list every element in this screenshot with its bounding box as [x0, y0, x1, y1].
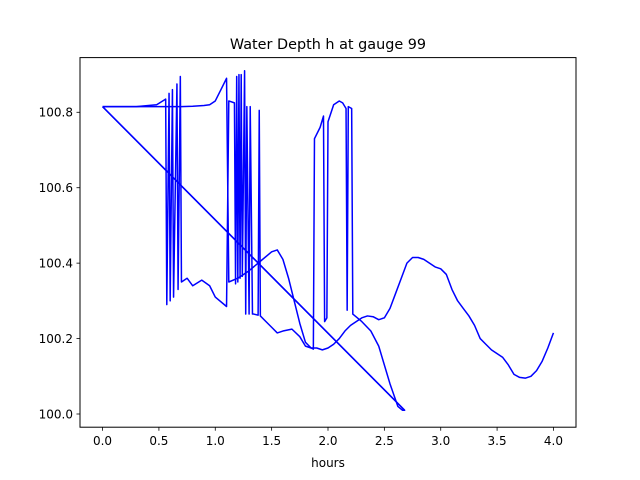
x-axis-ticks: 0.0 0.5 1.0 1.5 2.0 2.5 3.0 3.5 4.0 [93, 427, 563, 448]
x-tick-label: 1.5 [262, 434, 281, 448]
y-tick-label: 100.8 [39, 106, 73, 120]
series-line-0-1 [102, 106, 406, 411]
x-tick-label: 2.0 [318, 434, 337, 448]
y-tick-label: 100.2 [39, 332, 73, 346]
x-tick-label: 4.0 [544, 434, 563, 448]
chart-title: Water Depth h at gauge 99 [230, 37, 426, 53]
x-tick-label: 0.5 [149, 434, 168, 448]
x-tick-label: 2.5 [375, 434, 394, 448]
y-tick-label: 100.6 [39, 181, 73, 195]
y-axis-ticks: 100.0 100.2 100.4 100.6 100.8 [39, 106, 80, 421]
x-axis-label: hours [311, 456, 345, 470]
x-tick-label: 3.0 [431, 434, 450, 448]
y-tick-label: 100.0 [39, 407, 73, 421]
y-tick-label: 100.4 [39, 256, 73, 270]
series-line-0-0 [102, 70, 406, 411]
series-line-0-2 [102, 77, 555, 379]
x-tick-label: 0.0 [93, 434, 112, 448]
x-tick-label: 3.5 [488, 434, 507, 448]
plot-lines [102, 70, 555, 411]
x-tick-label: 1.0 [206, 434, 225, 448]
